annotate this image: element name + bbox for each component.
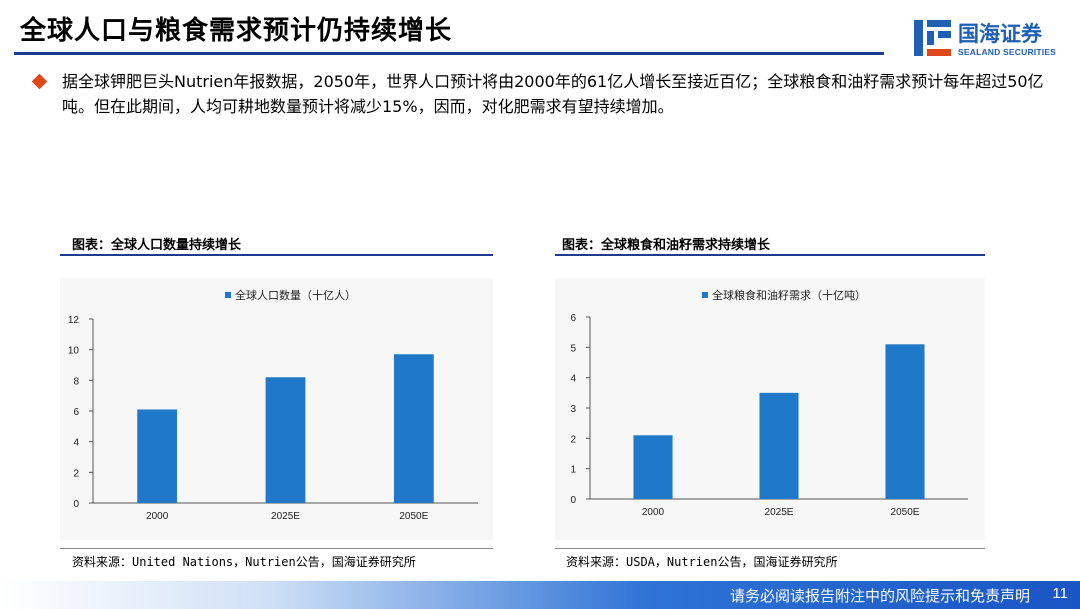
page-number: 11 <box>1052 585 1068 602</box>
bar-2050E <box>885 344 925 499</box>
bar-2050E <box>393 354 434 503</box>
bar-2000 <box>137 409 178 503</box>
intro-paragraph: 据全球钾肥巨头Nutrien年报数据，2050年，世界人口预计将由2000年的6… <box>62 72 1044 116</box>
figure-2-source: 资料来源：USDA，Nutrien公告，国海证券研究所 <box>566 555 838 569</box>
figure-2-chart: 全球粮食和油籽需求（十亿吨） 0 1 2 3 4 5 6 2000 2025E 2050E <box>570 288 968 518</box>
bar-2025E <box>265 377 306 503</box>
figure-1-chart: 全球人口数量（十亿人） 0 2 4 6 8 10 12 2000 2025E 2050E <box>68 288 478 522</box>
figure-2-source-rule <box>555 548 985 549</box>
legend-label: 全球人口数量（十亿人） <box>235 288 356 302</box>
y-tick-label: 4 <box>73 438 79 449</box>
figure-2-title-rule <box>555 254 985 256</box>
figure-1-source: 资料来源：United Nations，Nutrien公告，国海证券研究所 <box>72 555 416 569</box>
sealand-logo-icon <box>914 20 951 56</box>
bullet-diamond-icon <box>31 73 48 90</box>
y-tick-label: 6 <box>73 407 79 418</box>
title-underline <box>14 52 884 55</box>
y-tick-label: 4 <box>570 374 576 385</box>
y-tick-label: 1 <box>570 465 576 476</box>
y-tick-label: 2 <box>570 434 576 445</box>
logo-text-cn: 国海证券 <box>958 22 1042 46</box>
y-tick-label: 5 <box>570 343 576 354</box>
bar-2000 <box>633 435 673 499</box>
figure-2-panel: 全球粮食和油籽需求（十亿吨） 0 1 2 3 4 5 6 2000 2025E 2050E <box>555 278 985 540</box>
legend-swatch <box>225 292 231 298</box>
x-tick-label: 2000 <box>146 511 169 522</box>
slide-title: 全球人口与粮食需求预计仍持续增长 <box>20 16 453 46</box>
footer-bar: 请务必阅读报告附注中的风险提示和免责声明 11 <box>0 581 1080 609</box>
y-tick-label: 10 <box>68 346 80 357</box>
figure-1-panel: 全球人口数量（十亿人） 0 2 4 6 8 10 12 2000 2025E 2050E <box>60 278 493 540</box>
figure-2-title: 图表：全球粮食和油籽需求持续增长 <box>562 238 771 253</box>
company-logo: 国海证券 SEALAND SECURITIES <box>912 16 1072 62</box>
y-tick-label: 8 <box>73 376 79 387</box>
x-tick-label: 2025E <box>765 507 794 518</box>
figure-1-title: 图表：全球人口数量持续增长 <box>72 238 242 253</box>
y-tick-label: 12 <box>68 315 80 326</box>
x-tick-label: 2050E <box>891 507 920 518</box>
x-tick-label: 2050E <box>399 511 428 522</box>
y-tick-label: 3 <box>570 404 576 415</box>
y-tick-label: 0 <box>570 495 576 506</box>
y-tick-label: 0 <box>73 499 79 510</box>
footer-disclaimer-link[interactable]: 请务必阅读报告附注中的风险提示和免责声明 <box>729 587 1030 605</box>
y-tick-label: 6 <box>570 313 576 324</box>
figure-1-title-rule <box>60 254 493 256</box>
figure-1-source-rule <box>60 548 493 549</box>
bar-2025E <box>759 392 799 499</box>
legend: 全球粮食和油籽需求（十亿吨） <box>702 288 866 302</box>
legend-label: 全球粮食和油籽需求（十亿吨） <box>712 288 866 302</box>
legend-swatch <box>702 292 708 298</box>
x-tick-label: 2000 <box>642 507 665 518</box>
logo-text-en: SEALAND SECURITIES <box>958 47 1057 57</box>
y-tick-label: 2 <box>73 468 79 479</box>
legend: 全球人口数量（十亿人） <box>225 288 356 302</box>
x-tick-label: 2025E <box>271 511 300 522</box>
